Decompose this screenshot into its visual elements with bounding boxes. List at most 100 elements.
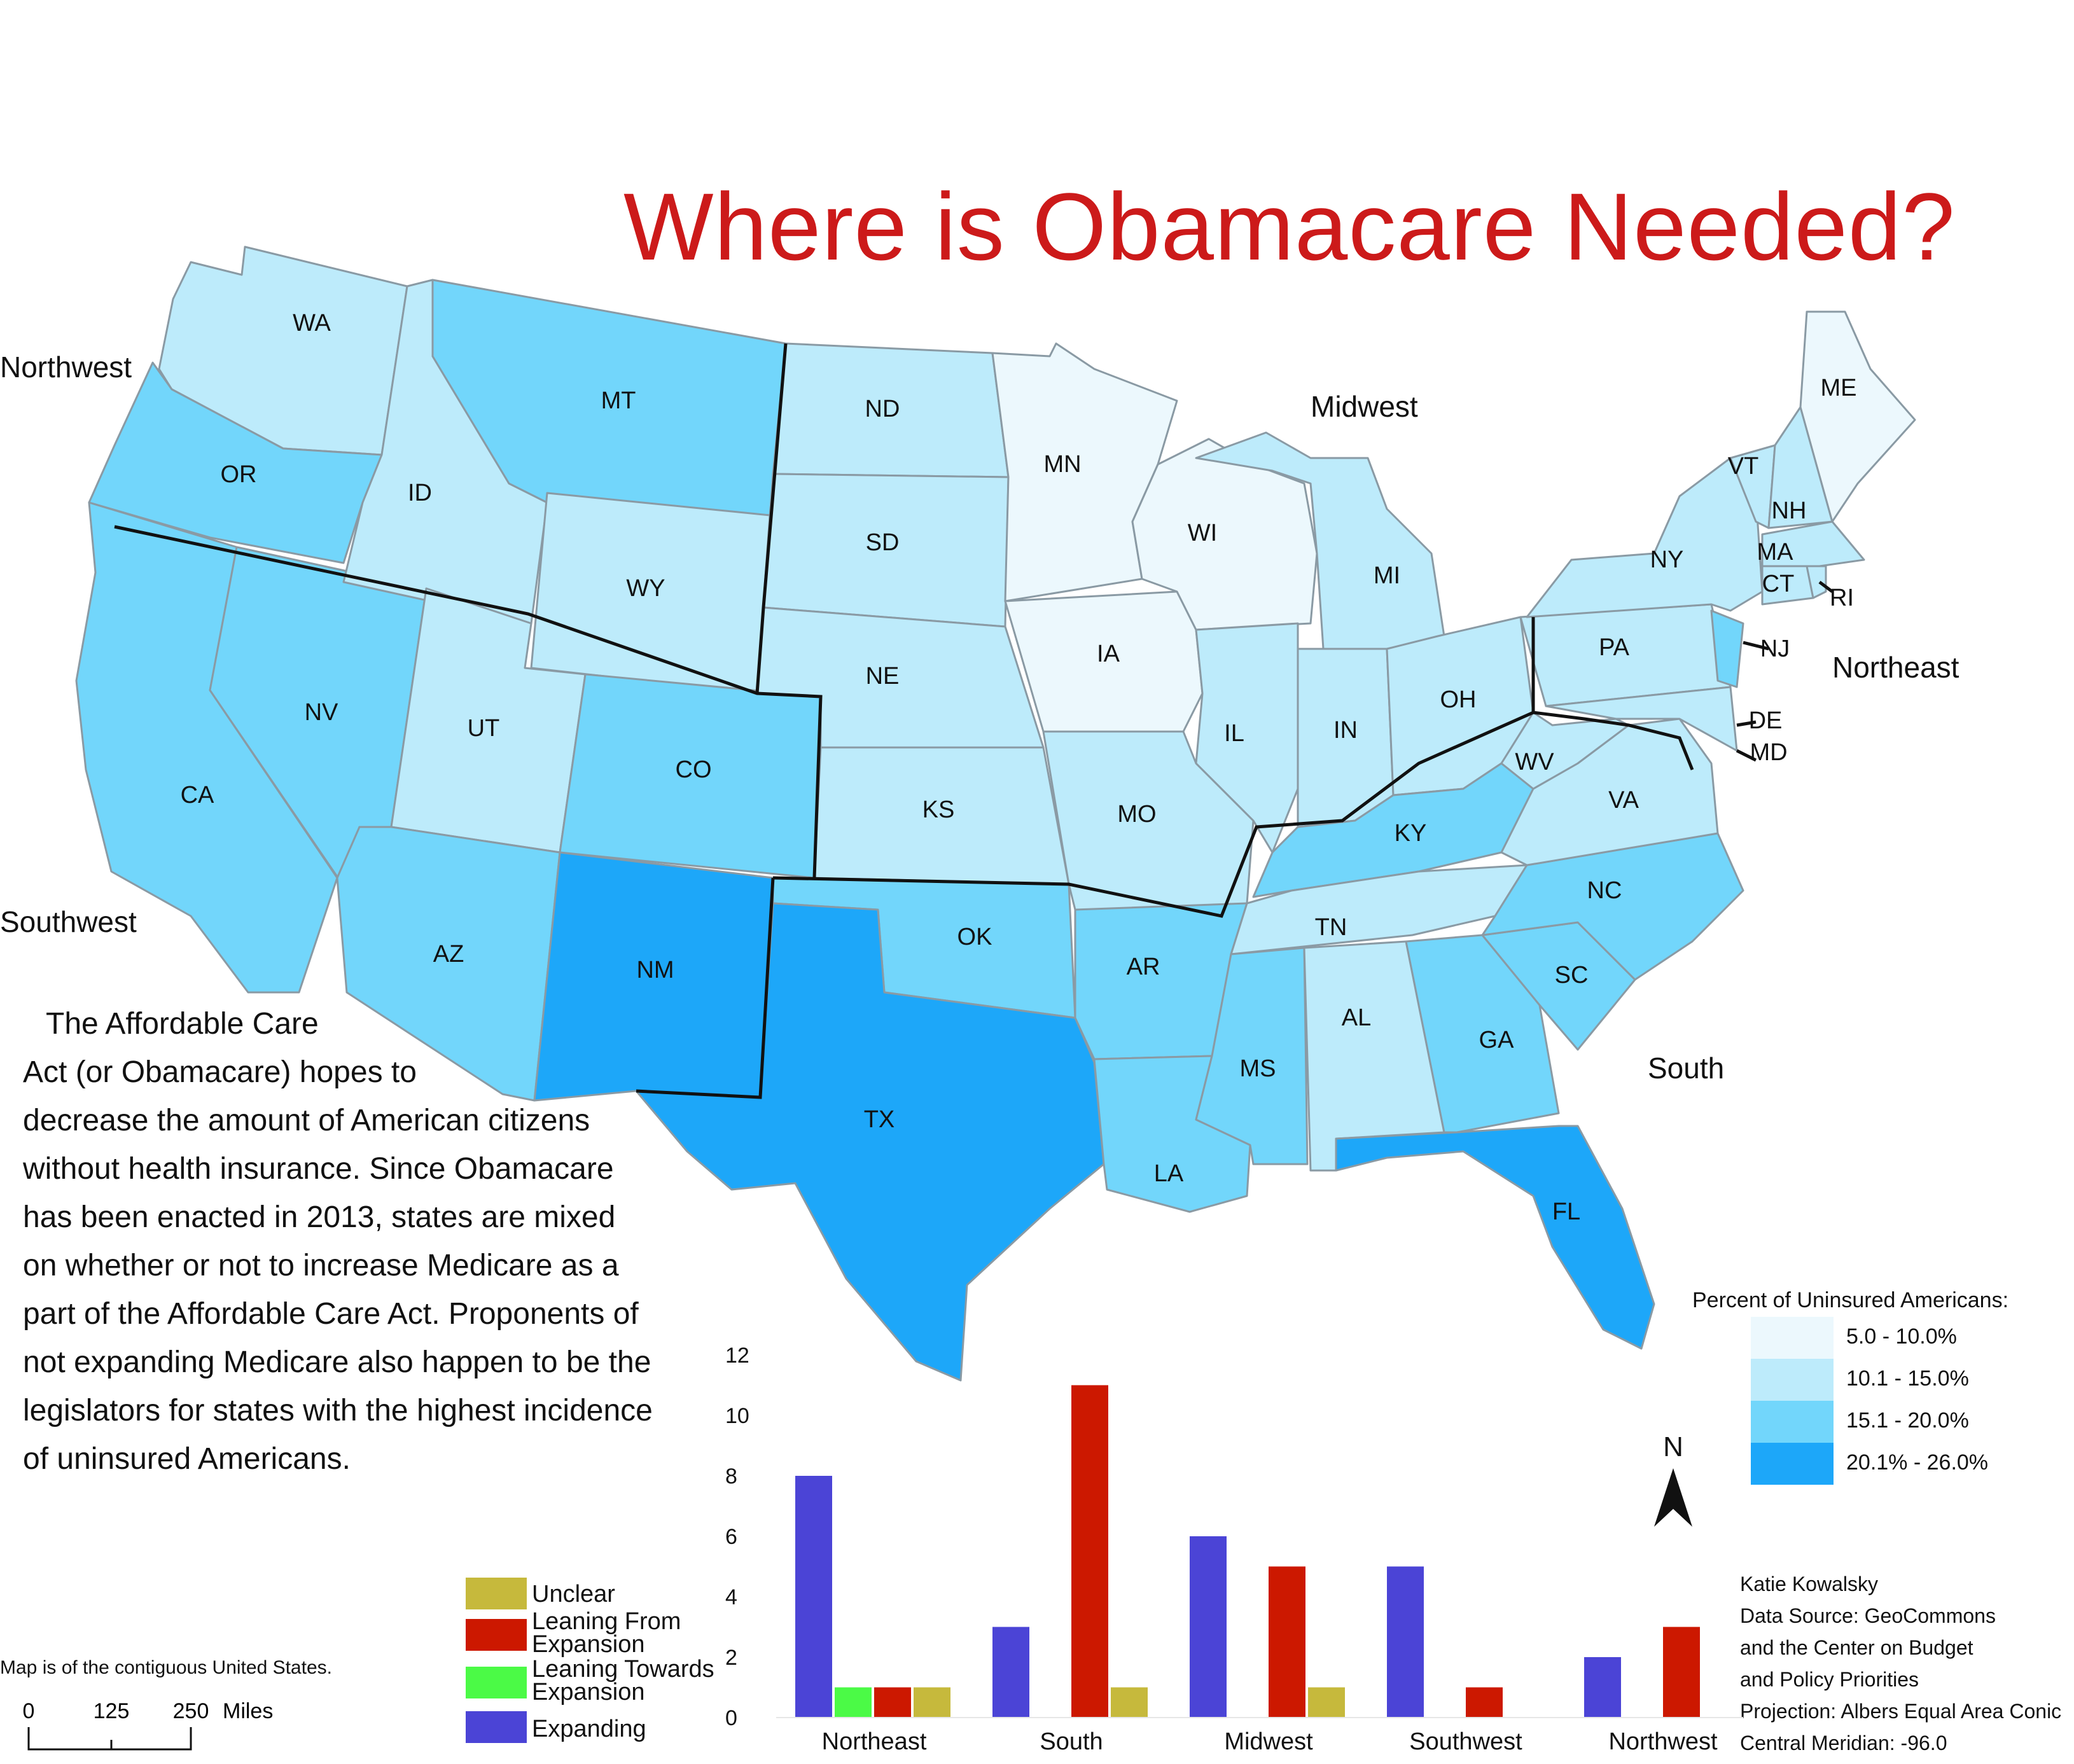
bar bbox=[795, 1476, 832, 1718]
state-label: WI bbox=[1188, 520, 1217, 546]
region-label-midwest: Midwest bbox=[1311, 390, 1418, 423]
state-label: WA bbox=[293, 310, 331, 337]
north-label: N bbox=[1663, 1431, 1683, 1462]
state-label: NH bbox=[1772, 497, 1807, 524]
bar bbox=[835, 1687, 872, 1718]
state-MA[interactable] bbox=[1761, 520, 1865, 567]
state-label: DE bbox=[1749, 707, 1783, 734]
state-label: NY bbox=[1650, 546, 1684, 573]
state-TX[interactable] bbox=[635, 902, 1105, 1382]
state-label: TX bbox=[864, 1106, 895, 1133]
state-label: CA bbox=[181, 782, 214, 809]
state-label: AR bbox=[1127, 954, 1160, 980]
legend-label: 20.1% - 26.0% bbox=[1846, 1450, 1989, 1475]
bar bbox=[1387, 1566, 1424, 1718]
description-paragraph: The Affordable Care Act (or Obamacare) h… bbox=[23, 1000, 729, 1483]
state-label: KS bbox=[922, 796, 955, 823]
scale-tick-label: 250 bbox=[173, 1699, 209, 1723]
state-NJ[interactable] bbox=[1710, 609, 1744, 688]
y-tick-label: 10 bbox=[725, 1404, 749, 1428]
state-WV[interactable] bbox=[1500, 711, 1630, 790]
scale-note: Map is of the contiguous United States. bbox=[0, 1657, 332, 1678]
state-label: ME bbox=[1821, 375, 1857, 401]
paragraph-line: legislators for states with the highest … bbox=[23, 1394, 653, 1427]
north-arrow-icon bbox=[1654, 1468, 1692, 1527]
legend-label: Unclear bbox=[532, 1581, 615, 1608]
bar bbox=[1190, 1536, 1227, 1718]
state-FL[interactable] bbox=[1335, 1125, 1655, 1350]
state-label: CO bbox=[676, 756, 712, 783]
paragraph-line: The Affordable Care bbox=[46, 1007, 319, 1041]
credit-line: and Policy Priorities bbox=[1740, 1668, 1919, 1691]
page-title: Where is Obamacare Needed? bbox=[623, 173, 1956, 280]
state-label: RI bbox=[1830, 585, 1854, 611]
map-legend-item: 20.1% - 26.0% bbox=[1751, 1443, 2074, 1485]
paragraph-line: not expanding Medicare also happen to be… bbox=[23, 1345, 651, 1379]
legend-swatch bbox=[1751, 1401, 1834, 1443]
credit-line: Katie Kowalsky bbox=[1740, 1573, 1878, 1595]
y-tick-label: 4 bbox=[725, 1585, 737, 1609]
category-label: Southwest bbox=[1409, 1728, 1522, 1755]
state-label: GA bbox=[1479, 1027, 1515, 1053]
bar bbox=[1071, 1385, 1108, 1718]
scale-bar: 0 125 250 Miles bbox=[23, 1699, 273, 1751]
region-label-southwest: Southwest bbox=[0, 905, 137, 938]
state-label: TN bbox=[1315, 914, 1347, 941]
state-label: VT bbox=[1728, 453, 1759, 480]
state-label: CT bbox=[1762, 571, 1795, 597]
legend-swatch bbox=[466, 1619, 527, 1651]
state-label: VA bbox=[1608, 787, 1639, 814]
state-label: MS bbox=[1240, 1055, 1276, 1082]
state-label: NV bbox=[305, 699, 338, 726]
north-arrow: N bbox=[1648, 1431, 1699, 1536]
state-label: PA bbox=[1599, 634, 1630, 661]
map-legend-item: 10.1 - 15.0% bbox=[1751, 1359, 2074, 1401]
state-label: AZ bbox=[433, 941, 464, 968]
legend-label: Leaning From Expansion bbox=[532, 1608, 681, 1658]
state-NC[interactable] bbox=[1481, 832, 1744, 981]
paragraph-line: part of the Affordable Care Act. Propone… bbox=[23, 1297, 639, 1331]
legend-swatch bbox=[1751, 1443, 1834, 1485]
legend-swatch bbox=[466, 1711, 527, 1743]
state-label: OH bbox=[1440, 686, 1477, 713]
legend-label: Leaning Towards Expansion bbox=[532, 1656, 714, 1705]
bar bbox=[992, 1627, 1029, 1718]
state-label: MD bbox=[1750, 739, 1787, 766]
state-labels: WA OR ID MT WY ND SD NE KS MN WI IA MO I… bbox=[181, 310, 1857, 1225]
credit-line: Central Meridian: -96.0 bbox=[1740, 1732, 1947, 1754]
credit-line: Projection: Albers Equal Area Conic bbox=[1740, 1700, 2062, 1723]
state-label: KY bbox=[1395, 820, 1427, 847]
category-label: Northwest bbox=[1608, 1728, 1717, 1755]
state-label: IN bbox=[1333, 717, 1358, 744]
scale-tick-label: 125 bbox=[94, 1699, 130, 1723]
bar bbox=[1308, 1687, 1345, 1718]
bar bbox=[1269, 1566, 1305, 1718]
legend-label: 10.1 - 15.0% bbox=[1846, 1366, 1969, 1391]
state-label: MT bbox=[601, 387, 636, 414]
y-tick-label: 6 bbox=[725, 1525, 737, 1549]
state-label: NE bbox=[866, 663, 900, 690]
legend-label: Expanding bbox=[532, 1716, 646, 1742]
credit-line: Data Source: GeoCommons bbox=[1740, 1604, 1996, 1627]
state-label: NJ bbox=[1760, 635, 1790, 662]
map-legend-item: 15.1 - 20.0% bbox=[1751, 1401, 2074, 1443]
credit-line: and the Center on Budget bbox=[1740, 1636, 1973, 1659]
category-label: South bbox=[1040, 1728, 1103, 1755]
y-tick-label: 8 bbox=[725, 1464, 737, 1489]
bar bbox=[1111, 1687, 1148, 1718]
scale-unit: Miles bbox=[223, 1699, 273, 1723]
state-MD[interactable] bbox=[1545, 686, 1738, 752]
state-ME[interactable] bbox=[1799, 310, 1916, 523]
legend-swatch bbox=[466, 1667, 527, 1698]
credits-block: Katie Kowalsky Data Source: GeoCommons a… bbox=[1740, 1568, 2061, 1759]
state-label: OK bbox=[957, 924, 992, 950]
region-label-south: South bbox=[1648, 1052, 1725, 1085]
state-OR[interactable] bbox=[88, 361, 383, 564]
bar bbox=[1584, 1657, 1621, 1718]
bar bbox=[1466, 1687, 1503, 1718]
state-NY[interactable] bbox=[1526, 457, 1764, 618]
state-RI[interactable] bbox=[1806, 565, 1827, 599]
state-label: IA bbox=[1097, 641, 1120, 667]
state-label: SC bbox=[1555, 962, 1589, 989]
state-label: OR bbox=[221, 461, 257, 488]
